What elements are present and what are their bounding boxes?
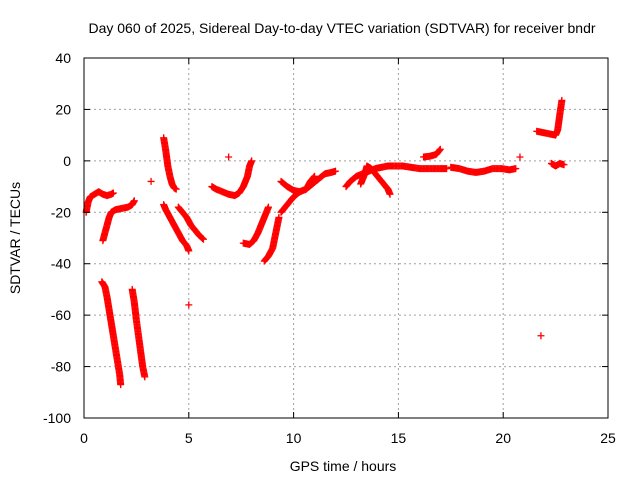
y-tick-label: -20 [51, 204, 71, 220]
data-point [310, 173, 318, 181]
data-point [130, 197, 138, 205]
data-point [185, 247, 193, 255]
data-point [141, 373, 149, 381]
y-tick-label: -100 [43, 410, 71, 426]
x-tick-label: 25 [600, 430, 616, 446]
y-tick-label: -80 [51, 359, 71, 375]
data-point [264, 203, 272, 211]
data-points [82, 96, 568, 389]
y-tick-label: -40 [51, 256, 71, 272]
y-tick-label: 20 [55, 101, 71, 117]
data-point [198, 234, 206, 242]
data-point [560, 161, 568, 169]
data-point [172, 185, 180, 193]
data-point [443, 165, 451, 173]
data-point [332, 167, 340, 175]
data-point [386, 190, 394, 198]
plot-frame [83, 57, 609, 419]
data-point [199, 235, 207, 243]
data-point [117, 381, 125, 389]
data-point [516, 153, 524, 161]
grid-lines [84, 58, 608, 418]
chart-title: Day 060 of 2025, Sidereal Day-to-day VTE… [88, 20, 595, 36]
data-point [185, 301, 193, 309]
data-point [147, 177, 155, 185]
x-tick-label: 10 [286, 430, 302, 446]
x-tick-label: 0 [80, 430, 88, 446]
axis-ticks [83, 57, 609, 419]
data-point [248, 157, 256, 165]
y-axis-label: SDTVAR / TECUs [7, 182, 23, 294]
x-tick-label: 5 [185, 430, 193, 446]
x-tick-label: 20 [495, 430, 511, 446]
data-point [537, 332, 545, 340]
y-tick-label: -60 [51, 307, 71, 323]
data-point [558, 96, 566, 104]
data-point [436, 146, 444, 154]
x-tick-label: 15 [391, 430, 407, 446]
data-point [109, 189, 117, 197]
data-point [225, 153, 233, 161]
y-tick-labels: -100 -80 -60 -40 -20 0 20 40 [43, 50, 71, 426]
data-point [436, 145, 444, 153]
x-tick-labels: 0 5 10 15 20 25 [80, 430, 616, 446]
data-point [512, 165, 520, 173]
data-point [311, 172, 319, 180]
x-axis-label: GPS time / hours [290, 458, 397, 474]
y-tick-label: 40 [55, 50, 71, 66]
y-tick-label: 0 [63, 153, 71, 169]
data-point [275, 213, 283, 221]
data-point [199, 235, 207, 243]
